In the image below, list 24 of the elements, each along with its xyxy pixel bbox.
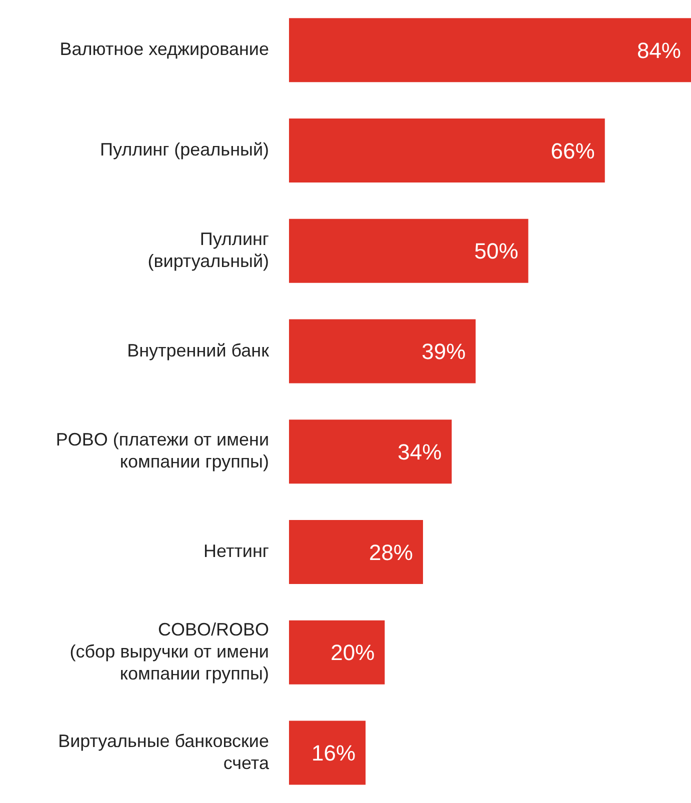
y-tick-label: Пуллинг (реальный) (100, 139, 269, 160)
bar (289, 118, 605, 182)
bar (289, 520, 423, 584)
y-tick-label: Неттинг (204, 540, 270, 561)
data-label: 20% (330, 640, 375, 666)
y-tick-label: Внутренний банк (127, 340, 270, 360)
data-label: 28% (368, 540, 413, 565)
y-tick-label: Валютное хеджирование (60, 38, 269, 59)
data-label: 16% (312, 740, 356, 766)
bar (289, 720, 366, 785)
y-tick-label: Виртуальные банковские счета (58, 730, 270, 773)
data-label: 50% (474, 238, 518, 264)
bar (289, 420, 452, 484)
data-label: 66% (550, 138, 595, 164)
data-label: 39% (422, 339, 466, 364)
bar (289, 319, 476, 384)
y-tick-label: POBO (платежи от имени компании группы) (56, 429, 269, 472)
y-tick-label: COBO/ROBO (сбор выручки от имени компании группы) (70, 619, 269, 684)
data-label: 84% (636, 38, 681, 63)
data-label: 34% (398, 439, 442, 464)
y-tick-label: Пуллинг (виртуальный) (148, 228, 270, 271)
bar (289, 18, 691, 82)
bar (289, 620, 385, 684)
bar (289, 218, 528, 283)
